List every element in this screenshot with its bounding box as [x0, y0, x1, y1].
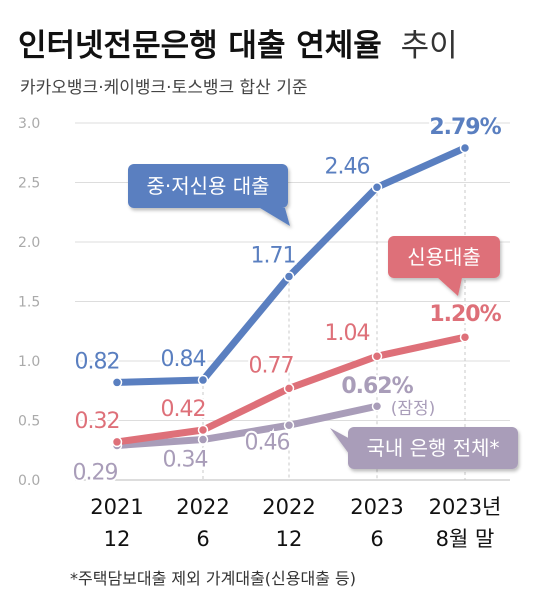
data-point: [371, 400, 383, 412]
x-tick-label: 6: [370, 527, 383, 551]
data-point: [283, 420, 295, 431]
legend-callout-1: [388, 236, 500, 296]
value-label: 1.71: [251, 244, 296, 269]
value-label: 1.04: [325, 321, 370, 346]
y-tick-label: 0.0: [18, 473, 40, 489]
data-point: [371, 350, 383, 362]
y-tick-label: 3.0: [18, 116, 40, 132]
value-label: 0.62%: [341, 374, 413, 399]
y-axis: 0.0 0.5 1.0 1.5 2.0 2.5 3.0: [18, 116, 40, 489]
data-point: [111, 377, 123, 388]
chart-subtitle: 카카오뱅크·케이뱅크·토스뱅크 합산 기준: [20, 78, 308, 98]
value-label: 0.46: [245, 430, 290, 455]
series-line-2: [113, 402, 381, 449]
value-labels: 0.82 0.84 1.71 2.46 2.79% 0.32 0.42 0.77 1.04 1.2…: [71, 113, 505, 487]
x-tick-label: 2022: [176, 495, 229, 519]
y-tick-label: 2.5: [18, 176, 40, 192]
chart-title-light: 추이: [401, 28, 458, 64]
value-label: 0.42: [161, 397, 206, 422]
data-point: [197, 424, 209, 436]
x-tick-label: 2022: [262, 495, 315, 519]
x-tick-label: 2021: [90, 495, 143, 519]
data-point: [197, 374, 209, 386]
y-tick-label: 2.0: [18, 235, 40, 251]
data-point: [283, 383, 295, 394]
data-point: [283, 271, 295, 282]
data-point: [111, 436, 123, 448]
x-tick-label: 8월 말: [436, 527, 495, 551]
value-label: 0.82: [75, 349, 120, 374]
legend-callout-2: [330, 427, 518, 469]
value-label: 0.77: [249, 353, 294, 378]
data-point: [459, 331, 471, 343]
data-point: [459, 142, 471, 154]
legend-callout-0: [128, 164, 290, 226]
legend-box: [348, 427, 518, 469]
y-tick-label: 1.0: [18, 354, 40, 370]
value-label: 2.46: [325, 154, 370, 179]
chart-title-bold: 인터넷전문은행 대출 연체율: [18, 28, 382, 64]
value-label: 0.84: [161, 347, 206, 372]
value-label: 0.34: [163, 448, 208, 473]
x-tick-label: 2023: [350, 495, 403, 519]
value-label: 0.29: [73, 460, 118, 485]
legend-pointer: [260, 208, 290, 226]
value-label: 0.32: [75, 409, 120, 434]
legend-label: 중·저신용 대출: [146, 174, 269, 198]
series-points: [111, 142, 471, 451]
x-tick-label: 6: [196, 527, 209, 551]
legend-box: [128, 164, 288, 208]
legend-box: [388, 236, 500, 278]
data-point: [197, 434, 209, 445]
x-tick-label: 12: [276, 527, 303, 551]
footnote: *주택담보대출 제외 가계대출(신용대출 등): [70, 569, 356, 588]
legend-label: 신용대출: [407, 245, 481, 269]
chart-title: 인터넷전문은행 대출 연체율 추이: [18, 28, 458, 64]
value-label: 2.79%: [429, 115, 501, 140]
y-tick-label: 1.5: [18, 295, 40, 311]
x-tick-label: 12: [104, 527, 131, 551]
legend-pointer: [330, 428, 352, 458]
provisional-annotation: (잠정): [391, 399, 436, 419]
x-tick-label: 2023년: [429, 495, 502, 519]
data-point: [371, 182, 383, 193]
value-label: 1.20%: [429, 302, 501, 327]
legend-pointer: [438, 278, 462, 296]
x-axis: 2021 12 2022 6 2022 12 2023 6 2023년 8월 말: [90, 495, 501, 551]
y-tick-label: 0.5: [18, 414, 40, 430]
legend-label: 국내 은행 전체*: [366, 436, 499, 460]
